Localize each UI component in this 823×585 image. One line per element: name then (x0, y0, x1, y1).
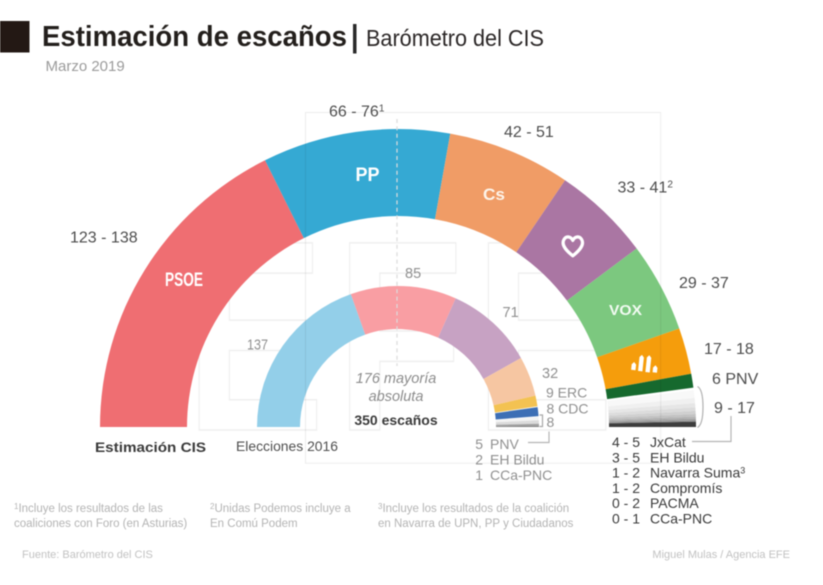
svg-text:137: 137 (247, 338, 268, 354)
svg-text:0 - 2: 0 - 2 (612, 495, 640, 511)
svg-text:33 - 412: 33 - 412 (618, 180, 674, 197)
svg-text:Cs: Cs (483, 185, 505, 204)
svg-text:1Incluye los resultados de las: 1Incluye los resultados de las (14, 502, 163, 515)
svg-text:9 ERC: 9 ERC (546, 385, 587, 401)
svg-text:CCa-PNC: CCa-PNC (490, 467, 552, 483)
svg-text:66 - 761: 66 - 761 (329, 104, 385, 121)
svg-text:1 - 2: 1 - 2 (612, 465, 640, 481)
svg-text:CCa-PNC: CCa-PNC (650, 511, 712, 527)
svg-text:29 - 37: 29 - 37 (679, 275, 729, 292)
svg-text:Marzo 2019: Marzo 2019 (46, 58, 125, 75)
svg-text:PACMA: PACMA (650, 495, 699, 511)
svg-text:176 mayoría: 176 mayoría (356, 371, 437, 387)
svg-text:JxCat: JxCat (650, 434, 686, 450)
svg-text:2: 2 (475, 452, 483, 468)
svg-text:350 escaños: 350 escaños (354, 412, 437, 428)
svg-text:EH Bildu: EH Bildu (650, 449, 704, 465)
svg-text:PSOE: PSOE (165, 270, 203, 291)
svg-text:1: 1 (475, 467, 483, 483)
svg-text:0 - 1: 0 - 1 (612, 511, 640, 527)
svg-text:32: 32 (542, 366, 558, 382)
svg-text:Fuente: Barómetro del CIS: Fuente: Barómetro del CIS (22, 549, 153, 561)
svg-text:6 PNV: 6 PNV (712, 371, 759, 388)
svg-text:3 - 5: 3 - 5 (612, 449, 640, 465)
svg-text:Estimación de escaños: Estimación de escaños (42, 21, 347, 53)
svg-text:3Incluye los resultados de la: 3Incluye los resultados de la coalición (378, 502, 569, 515)
svg-text:en Navarra de UPN, PP y Ciudad: en Navarra de UPN, PP y Ciudadanos (378, 518, 574, 530)
svg-text:1 - 2: 1 - 2 (612, 480, 640, 496)
svg-text:8: 8 (547, 414, 555, 430)
svg-text:Estimación CIS: Estimación CIS (95, 439, 206, 455)
svg-text:EH Bildu: EH Bildu (490, 452, 544, 468)
svg-text:PP: PP (356, 165, 380, 186)
svg-text:Compromís: Compromís (650, 480, 722, 496)
svg-text:coaliciones con Foro (en Astur: coaliciones con Foro (en Asturias) (14, 518, 187, 530)
svg-text:42 - 51: 42 - 51 (504, 124, 554, 141)
svg-text:2Unidas Podemos incluye a: 2Unidas Podemos incluye a (210, 502, 351, 515)
svg-text:PNV: PNV (490, 436, 519, 452)
svg-text:Navarra Suma3: Navarra Suma3 (650, 465, 745, 481)
svg-text:absoluta: absoluta (369, 389, 424, 405)
svg-text:9 - 17: 9 - 17 (714, 400, 755, 417)
svg-text:Miguel Mulas / Agencia EFE: Miguel Mulas / Agencia EFE (652, 549, 790, 561)
svg-text:Elecciones 2016: Elecciones 2016 (236, 439, 338, 454)
svg-text:8 CDC: 8 CDC (547, 401, 589, 417)
svg-text:5: 5 (475, 436, 483, 452)
svg-text:85: 85 (405, 266, 421, 282)
svg-text:123 - 138: 123 - 138 (70, 230, 138, 247)
svg-text:Barómetro del CIS: Barómetro del CIS (366, 25, 544, 51)
svg-text:VOX: VOX (609, 303, 642, 319)
svg-text:71: 71 (503, 305, 519, 321)
svg-text:4 - 5: 4 - 5 (612, 434, 640, 450)
svg-text:17 - 18: 17 - 18 (704, 341, 754, 358)
svg-text:En Comú Podem: En Comú Podem (210, 518, 298, 530)
